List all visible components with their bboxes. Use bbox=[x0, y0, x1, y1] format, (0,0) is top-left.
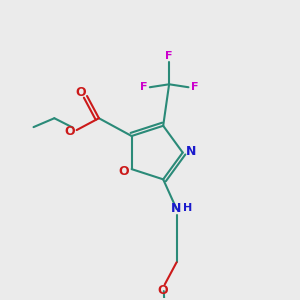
Text: O: O bbox=[157, 284, 168, 297]
Text: N: N bbox=[171, 202, 182, 215]
Text: N: N bbox=[186, 145, 196, 158]
Text: F: F bbox=[165, 50, 173, 61]
Text: F: F bbox=[140, 82, 147, 92]
Text: F: F bbox=[191, 82, 199, 92]
Text: O: O bbox=[118, 165, 129, 178]
Text: O: O bbox=[75, 86, 86, 99]
Text: O: O bbox=[65, 125, 75, 138]
Text: H: H bbox=[183, 202, 193, 212]
